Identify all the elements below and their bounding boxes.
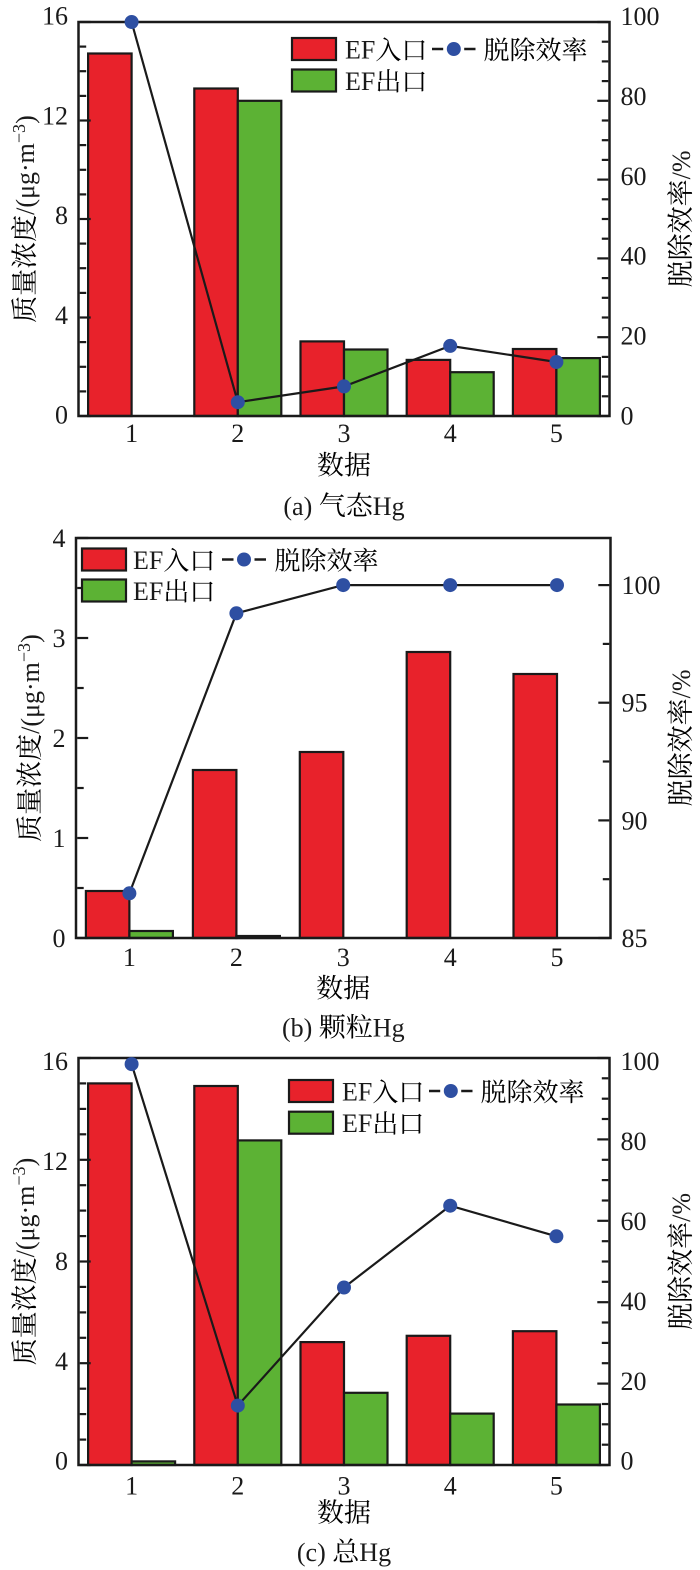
svg-text:12: 12 xyxy=(42,1147,68,1176)
svg-text:3: 3 xyxy=(53,624,66,653)
svg-text:8: 8 xyxy=(55,1247,68,1276)
svg-text:EF: EF xyxy=(342,1078,372,1107)
svg-text:4: 4 xyxy=(55,1347,68,1376)
svg-text:0: 0 xyxy=(55,401,68,430)
svg-text:1: 1 xyxy=(123,943,136,972)
svg-text:EF: EF xyxy=(345,67,375,96)
svg-text:/(μg·m: /(μg·m xyxy=(11,143,40,215)
svg-text:0: 0 xyxy=(621,1447,634,1476)
svg-text:100: 100 xyxy=(621,1047,660,1076)
svg-text:1: 1 xyxy=(125,1472,138,1501)
svg-text:3: 3 xyxy=(338,419,351,448)
svg-text:): ) xyxy=(16,634,45,643)
svg-text:Hg: Hg xyxy=(359,1538,391,1567)
svg-text:Hg: Hg xyxy=(373,1014,405,1043)
svg-text:0: 0 xyxy=(55,1447,68,1476)
svg-text:1: 1 xyxy=(125,419,138,448)
svg-text:0: 0 xyxy=(53,924,66,953)
svg-text:): ) xyxy=(11,115,40,124)
svg-text:2: 2 xyxy=(53,724,66,753)
svg-text:4: 4 xyxy=(55,301,68,330)
svg-text:/(μg·m: /(μg·m xyxy=(16,662,45,734)
svg-text:4: 4 xyxy=(53,524,66,553)
svg-text:(a): (a) xyxy=(283,492,312,521)
svg-text:60: 60 xyxy=(621,162,647,191)
svg-text:4: 4 xyxy=(444,1472,457,1501)
svg-text:(c): (c) xyxy=(297,1538,326,1567)
svg-text:−3: −3 xyxy=(9,124,29,143)
svg-text:12: 12 xyxy=(42,101,68,130)
svg-text:8: 8 xyxy=(55,201,68,230)
svg-text:1: 1 xyxy=(53,824,66,853)
svg-text:2: 2 xyxy=(231,419,244,448)
svg-text:40: 40 xyxy=(621,1287,647,1316)
svg-text:EF: EF xyxy=(133,546,163,575)
svg-text:100: 100 xyxy=(621,2,660,31)
svg-text:40: 40 xyxy=(621,242,647,271)
svg-text:2: 2 xyxy=(230,943,243,972)
svg-text:/%: /% xyxy=(667,151,696,180)
svg-text:20: 20 xyxy=(621,1367,647,1396)
svg-text:/%: /% xyxy=(667,1193,696,1222)
svg-text:80: 80 xyxy=(621,1127,647,1156)
svg-text:95: 95 xyxy=(622,689,648,718)
svg-text:16: 16 xyxy=(42,1047,68,1076)
svg-text:EF: EF xyxy=(345,36,375,65)
svg-text:4: 4 xyxy=(444,943,457,972)
svg-text:): ) xyxy=(11,1158,40,1167)
svg-text:100: 100 xyxy=(622,571,661,600)
svg-text:0: 0 xyxy=(621,402,634,431)
svg-text:(b): (b) xyxy=(282,1014,312,1043)
svg-text:3: 3 xyxy=(338,1472,351,1501)
svg-text:5: 5 xyxy=(551,943,564,972)
svg-text:85: 85 xyxy=(622,924,648,953)
svg-text:5: 5 xyxy=(550,1472,563,1501)
svg-text:−3: −3 xyxy=(14,643,34,662)
svg-text:3: 3 xyxy=(337,943,350,972)
svg-text:EF: EF xyxy=(133,577,163,606)
svg-text:60: 60 xyxy=(621,1207,647,1236)
svg-text:/%: /% xyxy=(667,670,696,699)
svg-text:16: 16 xyxy=(42,2,68,31)
svg-text:Hg: Hg xyxy=(373,492,405,521)
svg-text:90: 90 xyxy=(622,806,648,835)
svg-text:/(μg·m: /(μg·m xyxy=(11,1186,40,1258)
svg-text:2: 2 xyxy=(231,1472,244,1501)
svg-text:20: 20 xyxy=(621,322,647,351)
svg-text:4: 4 xyxy=(444,419,457,448)
svg-text:80: 80 xyxy=(621,82,647,111)
svg-text:EF: EF xyxy=(342,1109,372,1138)
svg-text:5: 5 xyxy=(550,419,563,448)
svg-text:−3: −3 xyxy=(9,1166,29,1185)
